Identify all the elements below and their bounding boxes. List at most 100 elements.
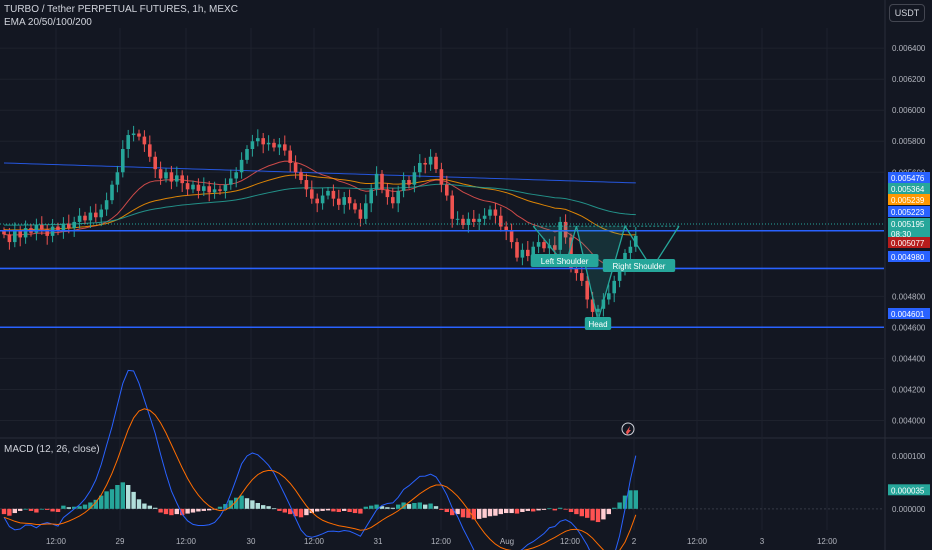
candle-body[interactable] — [531, 246, 535, 257]
candle-body[interactable] — [455, 218, 460, 220]
candle-body[interactable] — [223, 184, 228, 191]
candle-body[interactable] — [574, 268, 579, 274]
candle-body[interactable] — [115, 172, 120, 185]
candle-body[interactable] — [158, 169, 163, 179]
candle-body[interactable] — [385, 189, 390, 198]
candle-body[interactable] — [412, 172, 417, 185]
candle-body[interactable] — [288, 150, 292, 163]
candle-body[interactable] — [634, 235, 638, 247]
candle-body[interactable] — [617, 271, 622, 281]
candle-body[interactable] — [299, 172, 303, 181]
candle-body[interactable] — [56, 226, 60, 232]
candle-body[interactable] — [347, 197, 352, 204]
candle-body[interactable] — [272, 142, 276, 148]
candle-body[interactable] — [2, 231, 6, 235]
candle-body[interactable] — [164, 172, 168, 179]
candle-body[interactable] — [99, 209, 103, 218]
candle-body[interactable] — [104, 200, 109, 210]
candle-body[interactable] — [607, 293, 611, 300]
candle-body[interactable] — [121, 149, 125, 173]
candle-body[interactable] — [212, 189, 217, 193]
candle-body[interactable] — [374, 173, 379, 190]
candle-body[interactable] — [61, 223, 66, 232]
candle-body[interactable] — [445, 184, 449, 196]
candle-body[interactable] — [72, 221, 76, 229]
candle-body[interactable] — [590, 299, 595, 312]
candle-body[interactable] — [315, 198, 319, 204]
candle-body[interactable] — [466, 218, 471, 226]
candle-body[interactable] — [515, 242, 519, 258]
candle-body[interactable] — [369, 189, 373, 204]
candle-body[interactable] — [461, 218, 465, 226]
candle-body[interactable] — [558, 221, 562, 250]
candle-body[interactable] — [83, 215, 87, 221]
candle-body[interactable] — [185, 183, 190, 190]
candle-body[interactable] — [256, 138, 260, 142]
candle-body[interactable] — [396, 190, 400, 204]
candle-body[interactable] — [601, 299, 606, 309]
candle-body[interactable] — [628, 246, 633, 253]
candle-body[interactable] — [88, 212, 93, 221]
candle-body[interactable] — [320, 195, 325, 204]
candle-body[interactable] — [234, 172, 238, 179]
candle-body[interactable] — [250, 141, 255, 150]
candle-body[interactable] — [401, 180, 406, 191]
candle-body[interactable] — [293, 162, 298, 173]
candle-body[interactable] — [353, 203, 357, 210]
candle-body[interactable] — [67, 223, 71, 229]
candle-body[interactable] — [126, 135, 130, 150]
candle-body[interactable] — [493, 209, 498, 216]
candle-body[interactable] — [472, 218, 476, 222]
candle-body[interactable] — [331, 190, 336, 199]
candle-body[interactable] — [45, 229, 49, 236]
candle-body[interactable] — [542, 242, 546, 249]
candle-body[interactable] — [310, 189, 314, 199]
candle-body[interactable] — [261, 138, 265, 145]
candle-body[interactable] — [585, 280, 589, 300]
candle-body[interactable] — [407, 180, 411, 185]
candle-body[interactable] — [563, 221, 568, 238]
candle-body[interactable] — [391, 197, 395, 204]
candle-body[interactable] — [245, 149, 249, 160]
candle-body[interactable] — [504, 226, 508, 232]
candle-body[interactable] — [596, 308, 600, 312]
candle-body[interactable] — [191, 184, 195, 190]
candle-body[interactable] — [229, 178, 233, 185]
candle-body[interactable] — [153, 156, 157, 170]
candle-body[interactable] — [477, 218, 481, 222]
candle-body[interactable] — [553, 245, 557, 250]
candle-body[interactable] — [612, 280, 616, 294]
candle-body[interactable] — [277, 144, 282, 148]
candle-body[interactable] — [196, 184, 201, 191]
macd-legend[interactable]: MACD (12, 26, close) — [4, 444, 100, 455]
symbol-legend[interactable]: TURBO / Tether PERPETUAL FUTURES, 1h, ME… — [4, 4, 238, 15]
candle-body[interactable] — [434, 156, 438, 170]
candle-body[interactable] — [358, 209, 363, 219]
candle-body[interactable] — [509, 231, 514, 243]
candle-body[interactable] — [428, 156, 433, 165]
candle-body[interactable] — [77, 215, 82, 222]
candle-body[interactable] — [304, 180, 309, 190]
replay-icon[interactable] — [621, 422, 635, 436]
candle-body[interactable] — [526, 249, 530, 257]
candle-body[interactable] — [18, 231, 22, 238]
candle-body[interactable] — [23, 228, 28, 238]
candle-body[interactable] — [418, 162, 422, 173]
candle-body[interactable] — [342, 197, 346, 205]
candle-body[interactable] — [110, 184, 114, 201]
candle-body[interactable] — [283, 144, 287, 151]
candle-body[interactable] — [218, 189, 222, 191]
candle-body[interactable] — [337, 198, 341, 205]
candle-body[interactable] — [423, 162, 427, 165]
candle-body[interactable] — [7, 234, 12, 243]
candle-body[interactable] — [40, 225, 44, 230]
candle-body[interactable] — [180, 175, 184, 184]
ema-legend[interactable]: EMA 20/50/100/200 — [4, 17, 92, 28]
candle-body[interactable] — [482, 215, 487, 219]
candle-body[interactable] — [364, 203, 368, 219]
candle-body[interactable] — [131, 133, 136, 136]
candle-body[interactable] — [175, 175, 179, 182]
candle-body[interactable] — [569, 237, 573, 269]
